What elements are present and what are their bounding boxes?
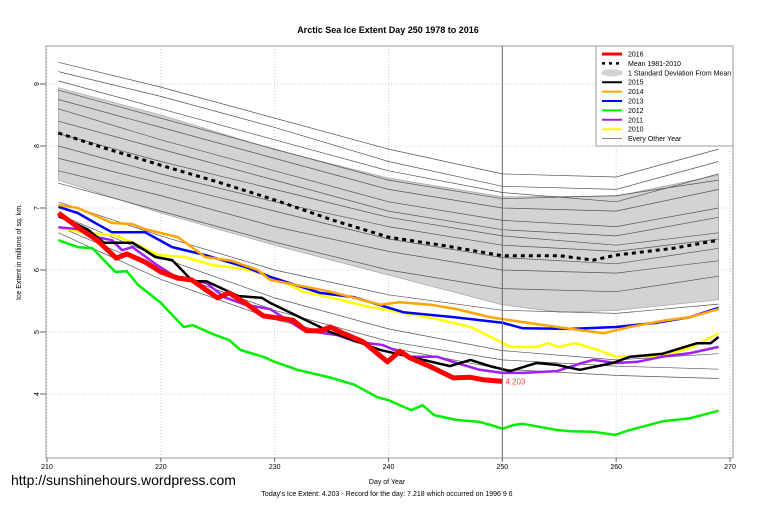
other-year-line: [58, 61, 719, 178]
other-year-line: [58, 133, 719, 246]
every-other-year-lines: [58, 61, 719, 379]
other-year-line: [58, 80, 719, 203]
y-tick-label: 7: [34, 206, 41, 210]
legend-symbol-band: [601, 69, 623, 77]
series-line-2016: [56, 210, 503, 384]
legend-label: 1 Standard Deviation From Mean: [628, 70, 731, 77]
legend-label: 2011: [628, 117, 643, 124]
legend-label: Mean 1981-2010: [628, 61, 681, 68]
x-tick-label: 210: [41, 464, 53, 471]
legend-label: Every Other Year: [628, 136, 682, 143]
y-tick-label: 6: [34, 268, 41, 272]
x-tick-label: 220: [155, 464, 167, 471]
watermark-url: http://sunshinehours.wordpress.com: [11, 472, 236, 488]
other-year-line: [58, 120, 719, 237]
footer-text: Today's Ice Extent: 4.203 - Record for t…: [261, 491, 512, 498]
legend-label: 2016: [628, 52, 644, 59]
y-tick-label: 8: [34, 144, 41, 148]
current-value-label: 4.203: [505, 377, 526, 386]
other-year-line: [58, 145, 719, 252]
series-line-2011: [58, 225, 719, 375]
y-axis-label: Ice Extent in millions of sq. km.: [16, 204, 23, 300]
x-tick-label: 250: [496, 464, 508, 471]
x-tick-label: 240: [383, 464, 395, 471]
other-year-line: [58, 158, 719, 265]
plot-frame: [45, 45, 734, 459]
series-line-2015: [57, 214, 720, 373]
x-tick-label: 230: [269, 464, 281, 471]
series-line-2013: [58, 205, 719, 331]
other-year-line: [58, 71, 719, 190]
legend-label: 2014: [628, 89, 644, 96]
axes: 4 5 6 7 8 9 210 220 230 240 250 260 270: [34, 82, 736, 471]
other-year-line: [58, 182, 719, 293]
chart-title: Arctic Sea Ice Extent Day 250 1978 to 20…: [297, 25, 479, 35]
series-line-2010: [58, 226, 720, 359]
x-tick-label: 260: [610, 464, 622, 471]
y-tick-label: 4: [34, 392, 41, 396]
other-year-line: [58, 170, 719, 274]
x-axis-label: Day of Year: [369, 479, 406, 486]
other-year-line: [58, 89, 719, 200]
other-year-line: [58, 201, 719, 314]
legend-label: 2010: [628, 127, 644, 134]
legend-label: 2015: [628, 80, 644, 87]
other-year-line: [58, 99, 719, 212]
other-year-line: [58, 108, 719, 227]
highlighted-series: [56, 203, 720, 437]
series-line-2012: [57, 239, 719, 437]
legend: 2016 Mean 1981-2010 1 Standard Deviation F…: [595, 45, 734, 147]
y-tick-label: 5: [34, 330, 41, 334]
series-line-2014: [58, 203, 719, 335]
y-tick-label: 9: [34, 82, 41, 86]
legend-label: 2013: [628, 99, 644, 106]
x-tick-label: 270: [724, 464, 736, 471]
legend-label: 2012: [628, 108, 644, 115]
